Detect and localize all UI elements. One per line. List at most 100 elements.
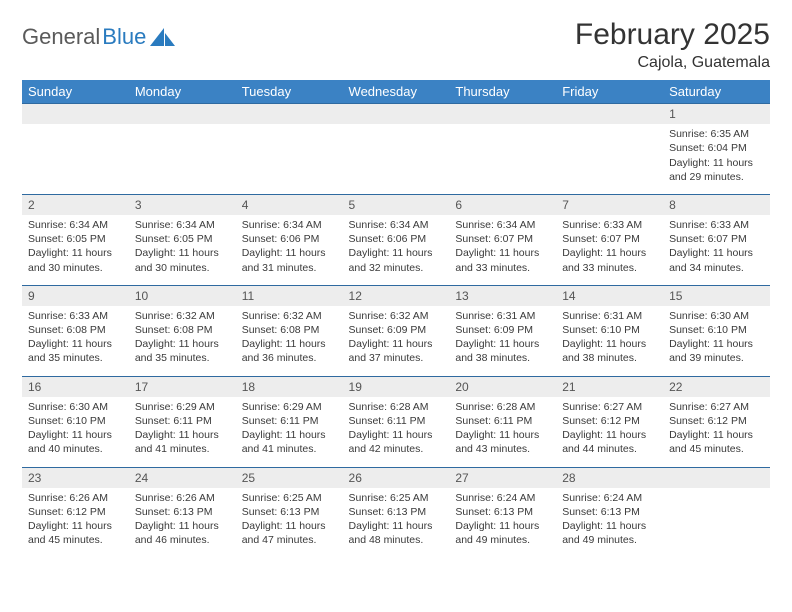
day-number: 7: [556, 195, 663, 215]
day-number: 19: [343, 377, 450, 397]
calendar-cell: 2Sunrise: 6:34 AMSunset: 6:05 PMDaylight…: [22, 194, 129, 285]
calendar-cell: 25Sunrise: 6:25 AMSunset: 6:13 PMDayligh…: [236, 467, 343, 557]
day-number: 23: [22, 468, 129, 488]
day-body: Sunrise: 6:30 AMSunset: 6:10 PMDaylight:…: [663, 306, 770, 376]
day-header: Sunday: [22, 80, 129, 104]
day-body: Sunrise: 6:33 AMSunset: 6:07 PMDaylight:…: [663, 215, 770, 285]
calendar-cell: 28Sunrise: 6:24 AMSunset: 6:13 PMDayligh…: [556, 467, 663, 557]
calendar-cell: 9Sunrise: 6:33 AMSunset: 6:08 PMDaylight…: [22, 285, 129, 376]
calendar-cell: 10Sunrise: 6:32 AMSunset: 6:08 PMDayligh…: [129, 285, 236, 376]
day-header: Monday: [129, 80, 236, 104]
day-number: 18: [236, 377, 343, 397]
calendar-cell: [129, 104, 236, 195]
day-body: Sunrise: 6:32 AMSunset: 6:09 PMDaylight:…: [343, 306, 450, 376]
day-body: Sunrise: 6:34 AMSunset: 6:05 PMDaylight:…: [129, 215, 236, 285]
day-number: 5: [343, 195, 450, 215]
day-body: Sunrise: 6:33 AMSunset: 6:08 PMDaylight:…: [22, 306, 129, 376]
day-body: Sunrise: 6:28 AMSunset: 6:11 PMDaylight:…: [449, 397, 556, 467]
day-body: Sunrise: 6:28 AMSunset: 6:11 PMDaylight:…: [343, 397, 450, 467]
day-body: Sunrise: 6:33 AMSunset: 6:07 PMDaylight:…: [556, 215, 663, 285]
calendar-row: 9Sunrise: 6:33 AMSunset: 6:08 PMDaylight…: [22, 285, 770, 376]
day-body: Sunrise: 6:34 AMSunset: 6:06 PMDaylight:…: [236, 215, 343, 285]
calendar-cell: 12Sunrise: 6:32 AMSunset: 6:09 PMDayligh…: [343, 285, 450, 376]
calendar-cell: [236, 104, 343, 195]
day-body: Sunrise: 6:31 AMSunset: 6:10 PMDaylight:…: [556, 306, 663, 376]
calendar-cell: 3Sunrise: 6:34 AMSunset: 6:05 PMDaylight…: [129, 194, 236, 285]
month-title: February 2025: [575, 18, 770, 52]
calendar-table: SundayMondayTuesdayWednesdayThursdayFrid…: [22, 80, 770, 557]
sail-icon: [150, 28, 176, 46]
calendar-cell: 22Sunrise: 6:27 AMSunset: 6:12 PMDayligh…: [663, 376, 770, 467]
calendar-cell: 19Sunrise: 6:28 AMSunset: 6:11 PMDayligh…: [343, 376, 450, 467]
day-body: Sunrise: 6:32 AMSunset: 6:08 PMDaylight:…: [236, 306, 343, 376]
day-body: Sunrise: 6:24 AMSunset: 6:13 PMDaylight:…: [449, 488, 556, 558]
calendar-cell: 23Sunrise: 6:26 AMSunset: 6:12 PMDayligh…: [22, 467, 129, 557]
calendar-head: SundayMondayTuesdayWednesdayThursdayFrid…: [22, 80, 770, 104]
day-body: Sunrise: 6:24 AMSunset: 6:13 PMDaylight:…: [556, 488, 663, 558]
day-body: Sunrise: 6:30 AMSunset: 6:10 PMDaylight:…: [22, 397, 129, 467]
calendar-cell: [556, 104, 663, 195]
calendar-cell: 15Sunrise: 6:30 AMSunset: 6:10 PMDayligh…: [663, 285, 770, 376]
day-header: Saturday: [663, 80, 770, 104]
day-body: Sunrise: 6:26 AMSunset: 6:12 PMDaylight:…: [22, 488, 129, 558]
day-header: Wednesday: [343, 80, 450, 104]
day-number: 4: [236, 195, 343, 215]
day-number: 10: [129, 286, 236, 306]
day-body: Sunrise: 6:25 AMSunset: 6:13 PMDaylight:…: [236, 488, 343, 558]
calendar-cell: 16Sunrise: 6:30 AMSunset: 6:10 PMDayligh…: [22, 376, 129, 467]
day-header: Tuesday: [236, 80, 343, 104]
brand-part1: General: [22, 24, 100, 50]
calendar-cell: 26Sunrise: 6:25 AMSunset: 6:13 PMDayligh…: [343, 467, 450, 557]
day-number: 6: [449, 195, 556, 215]
day-number: 17: [129, 377, 236, 397]
calendar-body: 1Sunrise: 6:35 AMSunset: 6:04 PMDaylight…: [22, 104, 770, 558]
title-block: February 2025 Cajola, Guatemala: [575, 18, 770, 72]
day-body: Sunrise: 6:32 AMSunset: 6:08 PMDaylight:…: [129, 306, 236, 376]
header: GeneralBlue February 2025 Cajola, Guatem…: [22, 18, 770, 72]
day-number: 14: [556, 286, 663, 306]
location: Cajola, Guatemala: [575, 54, 770, 72]
day-body: Sunrise: 6:29 AMSunset: 6:11 PMDaylight:…: [236, 397, 343, 467]
day-body: Sunrise: 6:27 AMSunset: 6:12 PMDaylight:…: [556, 397, 663, 467]
calendar-cell: 7Sunrise: 6:33 AMSunset: 6:07 PMDaylight…: [556, 194, 663, 285]
calendar-cell: 17Sunrise: 6:29 AMSunset: 6:11 PMDayligh…: [129, 376, 236, 467]
calendar-row: 2Sunrise: 6:34 AMSunset: 6:05 PMDaylight…: [22, 194, 770, 285]
day-number: 1: [663, 104, 770, 124]
calendar-cell: [343, 104, 450, 195]
calendar-cell: 21Sunrise: 6:27 AMSunset: 6:12 PMDayligh…: [556, 376, 663, 467]
day-number: 24: [129, 468, 236, 488]
day-number: 20: [449, 377, 556, 397]
day-number: 12: [343, 286, 450, 306]
calendar-cell: [22, 104, 129, 195]
day-number: 11: [236, 286, 343, 306]
day-number: 25: [236, 468, 343, 488]
calendar-row: 23Sunrise: 6:26 AMSunset: 6:12 PMDayligh…: [22, 467, 770, 557]
calendar-cell: 5Sunrise: 6:34 AMSunset: 6:06 PMDaylight…: [343, 194, 450, 285]
day-number: 15: [663, 286, 770, 306]
calendar-row: 1Sunrise: 6:35 AMSunset: 6:04 PMDaylight…: [22, 104, 770, 195]
day-body: Sunrise: 6:29 AMSunset: 6:11 PMDaylight:…: [129, 397, 236, 467]
day-body: Sunrise: 6:27 AMSunset: 6:12 PMDaylight:…: [663, 397, 770, 467]
day-body: Sunrise: 6:34 AMSunset: 6:07 PMDaylight:…: [449, 215, 556, 285]
day-number: 26: [343, 468, 450, 488]
calendar-row: 16Sunrise: 6:30 AMSunset: 6:10 PMDayligh…: [22, 376, 770, 467]
day-body: Sunrise: 6:26 AMSunset: 6:13 PMDaylight:…: [129, 488, 236, 558]
day-number: 13: [449, 286, 556, 306]
day-number: 8: [663, 195, 770, 215]
day-body: Sunrise: 6:25 AMSunset: 6:13 PMDaylight:…: [343, 488, 450, 558]
calendar-cell: 24Sunrise: 6:26 AMSunset: 6:13 PMDayligh…: [129, 467, 236, 557]
day-body: Sunrise: 6:34 AMSunset: 6:05 PMDaylight:…: [22, 215, 129, 285]
day-header: Thursday: [449, 80, 556, 104]
calendar-cell: 1Sunrise: 6:35 AMSunset: 6:04 PMDaylight…: [663, 104, 770, 195]
day-number: 3: [129, 195, 236, 215]
day-body: Sunrise: 6:35 AMSunset: 6:04 PMDaylight:…: [663, 124, 770, 194]
calendar-cell: 20Sunrise: 6:28 AMSunset: 6:11 PMDayligh…: [449, 376, 556, 467]
day-body: Sunrise: 6:31 AMSunset: 6:09 PMDaylight:…: [449, 306, 556, 376]
brand-logo: GeneralBlue: [22, 24, 176, 50]
calendar-cell: 18Sunrise: 6:29 AMSunset: 6:11 PMDayligh…: [236, 376, 343, 467]
day-number: 16: [22, 377, 129, 397]
day-number: 27: [449, 468, 556, 488]
day-number: 21: [556, 377, 663, 397]
calendar-cell: 6Sunrise: 6:34 AMSunset: 6:07 PMDaylight…: [449, 194, 556, 285]
day-number: 28: [556, 468, 663, 488]
